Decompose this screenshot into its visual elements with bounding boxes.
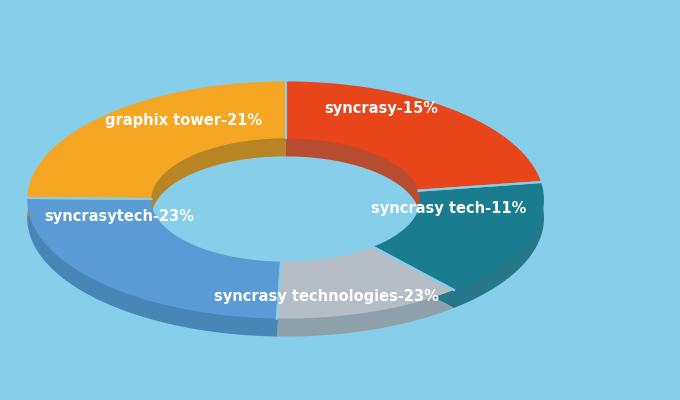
Polygon shape (27, 198, 281, 318)
Polygon shape (27, 216, 281, 336)
Polygon shape (286, 100, 541, 209)
Polygon shape (27, 82, 286, 199)
Text: syncrasy technologies-23%: syncrasy technologies-23% (214, 288, 439, 304)
Polygon shape (373, 200, 544, 308)
Text: syncrasy-15%: syncrasy-15% (324, 100, 438, 116)
Text: syncrasy tech-11%: syncrasy tech-11% (371, 200, 526, 216)
Polygon shape (373, 182, 544, 290)
Polygon shape (286, 82, 541, 191)
Polygon shape (27, 100, 286, 217)
Polygon shape (277, 265, 454, 336)
Polygon shape (277, 247, 454, 318)
Text: graphix tower-21%: graphix tower-21% (105, 112, 262, 128)
Text: syncrasytech-23%: syncrasytech-23% (44, 208, 194, 224)
